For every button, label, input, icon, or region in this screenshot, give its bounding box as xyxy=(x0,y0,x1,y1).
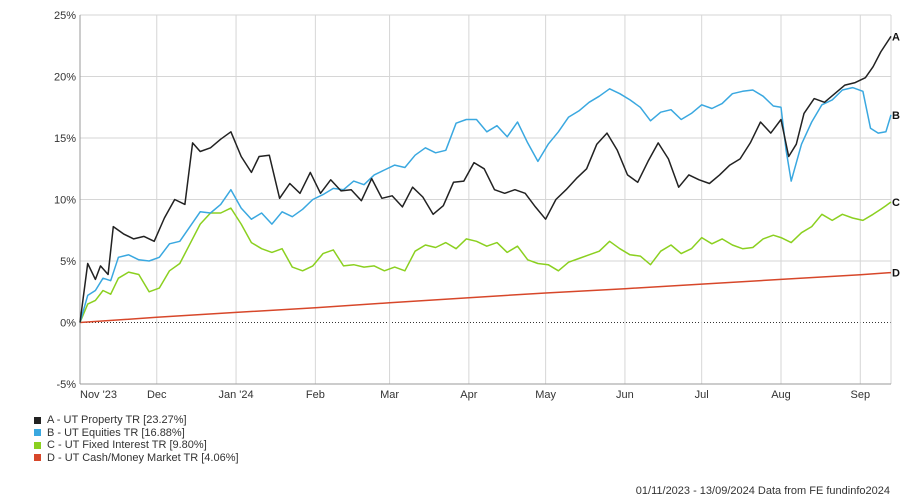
legend-item-b: B - UT Equities TR [16.88%] xyxy=(34,427,239,440)
gridlines xyxy=(80,14,891,385)
y-tick-label: 15% xyxy=(54,133,76,145)
x-tick-label: Sep xyxy=(851,389,871,401)
series-line-b xyxy=(79,86,892,323)
x-tick-label: Dec xyxy=(147,389,167,401)
line-chart: 25% 20% 15% 10% 5% 0% -5% Nov '23 Dec Jan '24 Feb M… xyxy=(54,10,900,401)
legend-label: C - UT Fixed Interest TR [9.80%] xyxy=(47,439,207,451)
series-end-label-c: C xyxy=(892,197,900,209)
x-tick-label: Nov '23 xyxy=(80,389,117,401)
legend-label: B - UT Equities TR [16.88%] xyxy=(47,426,185,439)
x-tick-label: Jun xyxy=(616,389,634,401)
legend-item-d: D - UT Cash/Money Market TR [4.06%] xyxy=(34,452,239,465)
axes: 25% 20% 15% 10% 5% 0% -5% Nov '23 Dec Jan '24 Feb M… xyxy=(54,10,892,401)
y-tick-label: -5% xyxy=(56,379,76,391)
legend: A - UT Property TR [23.27%] B - UT Equiti… xyxy=(34,414,239,464)
x-tick-label: Aug xyxy=(771,389,791,401)
series-end-label-a: A xyxy=(892,31,900,43)
legend-swatch xyxy=(34,454,41,462)
series-end-labels: D C B A xyxy=(892,31,900,279)
legend-label: A - UT Property TR [23.27%] xyxy=(47,414,187,426)
legend-item-a: A - UT Property TR [23.27%] xyxy=(34,414,239,427)
y-tick-label: 25% xyxy=(54,10,76,22)
legend-swatch xyxy=(34,416,41,424)
x-tick-label: Feb xyxy=(306,389,325,401)
x-tick-label: Jan '24 xyxy=(218,389,253,401)
footer-source-text: 01/11/2023 - 13/09/2024 Data from FE fun… xyxy=(635,485,890,497)
x-tick-label: May xyxy=(535,389,556,401)
legend-label: D - UT Cash/Money Market TR [4.06%] xyxy=(47,451,239,464)
x-tick-label: Apr xyxy=(460,389,477,401)
legend-swatch xyxy=(34,429,41,437)
legend-swatch xyxy=(34,441,41,449)
y-tick-label: 20% xyxy=(54,72,76,84)
series-line-a xyxy=(79,35,892,323)
series-lines xyxy=(79,35,892,324)
y-tick-label: 5% xyxy=(60,256,76,268)
legend-item-c: C - UT Fixed Interest TR [9.80%] xyxy=(34,439,239,452)
series-end-label-d: D xyxy=(892,268,900,280)
series-end-label-b: B xyxy=(892,110,900,122)
y-tick-label: 0% xyxy=(60,318,76,330)
x-tick-label: Mar xyxy=(380,389,399,401)
series-line-c xyxy=(79,201,892,323)
x-tick-label: Jul xyxy=(695,389,709,401)
y-tick-label: 10% xyxy=(54,195,76,207)
series-line-d xyxy=(79,271,892,324)
